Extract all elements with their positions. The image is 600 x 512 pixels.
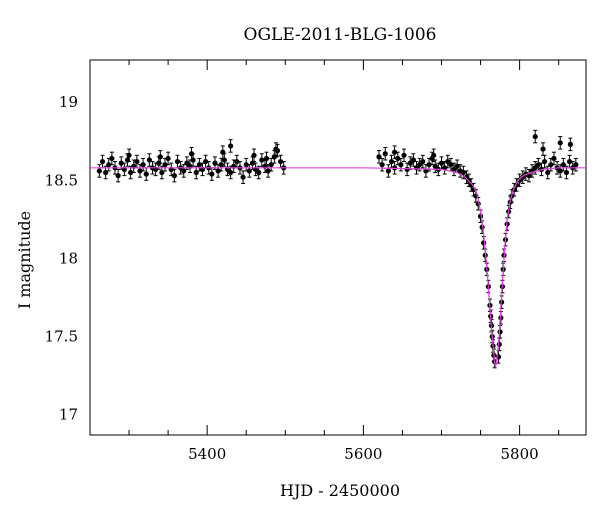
data-point [426, 162, 432, 168]
data-points [96, 129, 579, 369]
data-point [251, 152, 257, 158]
axis-ticks [128, 60, 560, 435]
data-point [96, 168, 102, 174]
data-point [134, 158, 140, 165]
data-point [256, 169, 262, 176]
data-point [140, 162, 146, 168]
data-point [395, 155, 401, 162]
data-point [203, 158, 209, 165]
data-point [385, 168, 391, 174]
data-point [401, 152, 407, 158]
data-point [398, 162, 404, 168]
data-point [548, 162, 554, 168]
data-point [379, 162, 385, 168]
data-point [209, 171, 215, 177]
data-point [431, 152, 437, 158]
data-point [188, 151, 195, 157]
data-point [557, 168, 563, 174]
chart-title: OGLE-2011-BLG-1006 [244, 25, 437, 45]
data-point [263, 155, 270, 162]
data-point [567, 141, 573, 147]
data-point [220, 149, 226, 155]
data-point [215, 168, 221, 174]
data-point [99, 158, 106, 165]
plot-frame [89, 59, 587, 436]
data-point [115, 173, 121, 179]
data-point [234, 158, 240, 165]
x-axis-label: HJD - 2450000 [280, 481, 400, 500]
data-point [240, 174, 246, 180]
x-tick-label: 5600 [344, 445, 382, 463]
data-point [532, 133, 538, 140]
y-tick-label: 19 [59, 93, 78, 111]
data-point [227, 169, 234, 176]
y-axis-label: I magnitude [15, 211, 34, 309]
data-point [542, 158, 548, 165]
data-point [392, 149, 398, 155]
data-point [388, 158, 395, 165]
data-point [259, 157, 265, 163]
data-point [442, 165, 448, 171]
data-point [265, 168, 271, 174]
data-point [143, 171, 149, 177]
data-point [137, 168, 143, 174]
y-tick-label: 18.5 [45, 171, 78, 189]
data-point [157, 154, 163, 160]
data-point [162, 162, 168, 168]
tick-labels: 5400 5600 5800 17 17.5 18 18.5 19 [45, 93, 539, 463]
data-point [420, 158, 426, 165]
data-point [382, 151, 388, 157]
data-point [496, 341, 502, 347]
data-point [540, 146, 546, 152]
data-point [174, 158, 181, 165]
data-point [171, 173, 177, 179]
data-point [392, 165, 398, 171]
y-tick-label: 18 [59, 249, 78, 267]
data-point [128, 169, 134, 176]
data-point [551, 155, 557, 162]
data-point [118, 160, 124, 166]
data-point [243, 162, 249, 168]
y-tick-label: 17 [59, 406, 78, 424]
data-point [573, 162, 579, 168]
x-tick-label: 5800 [501, 445, 539, 463]
data-point [273, 146, 279, 152]
x-tick-label: 5400 [188, 445, 226, 463]
data-point [277, 158, 284, 165]
data-point [106, 162, 112, 168]
data-point [126, 152, 132, 158]
data-point [566, 158, 573, 165]
model-curve [90, 167, 586, 369]
y-tick-label: 17.5 [45, 328, 78, 346]
data-point [165, 155, 171, 162]
data-point [227, 143, 234, 149]
data-point [557, 140, 563, 146]
data-point [109, 155, 115, 162]
data-point [563, 169, 570, 176]
